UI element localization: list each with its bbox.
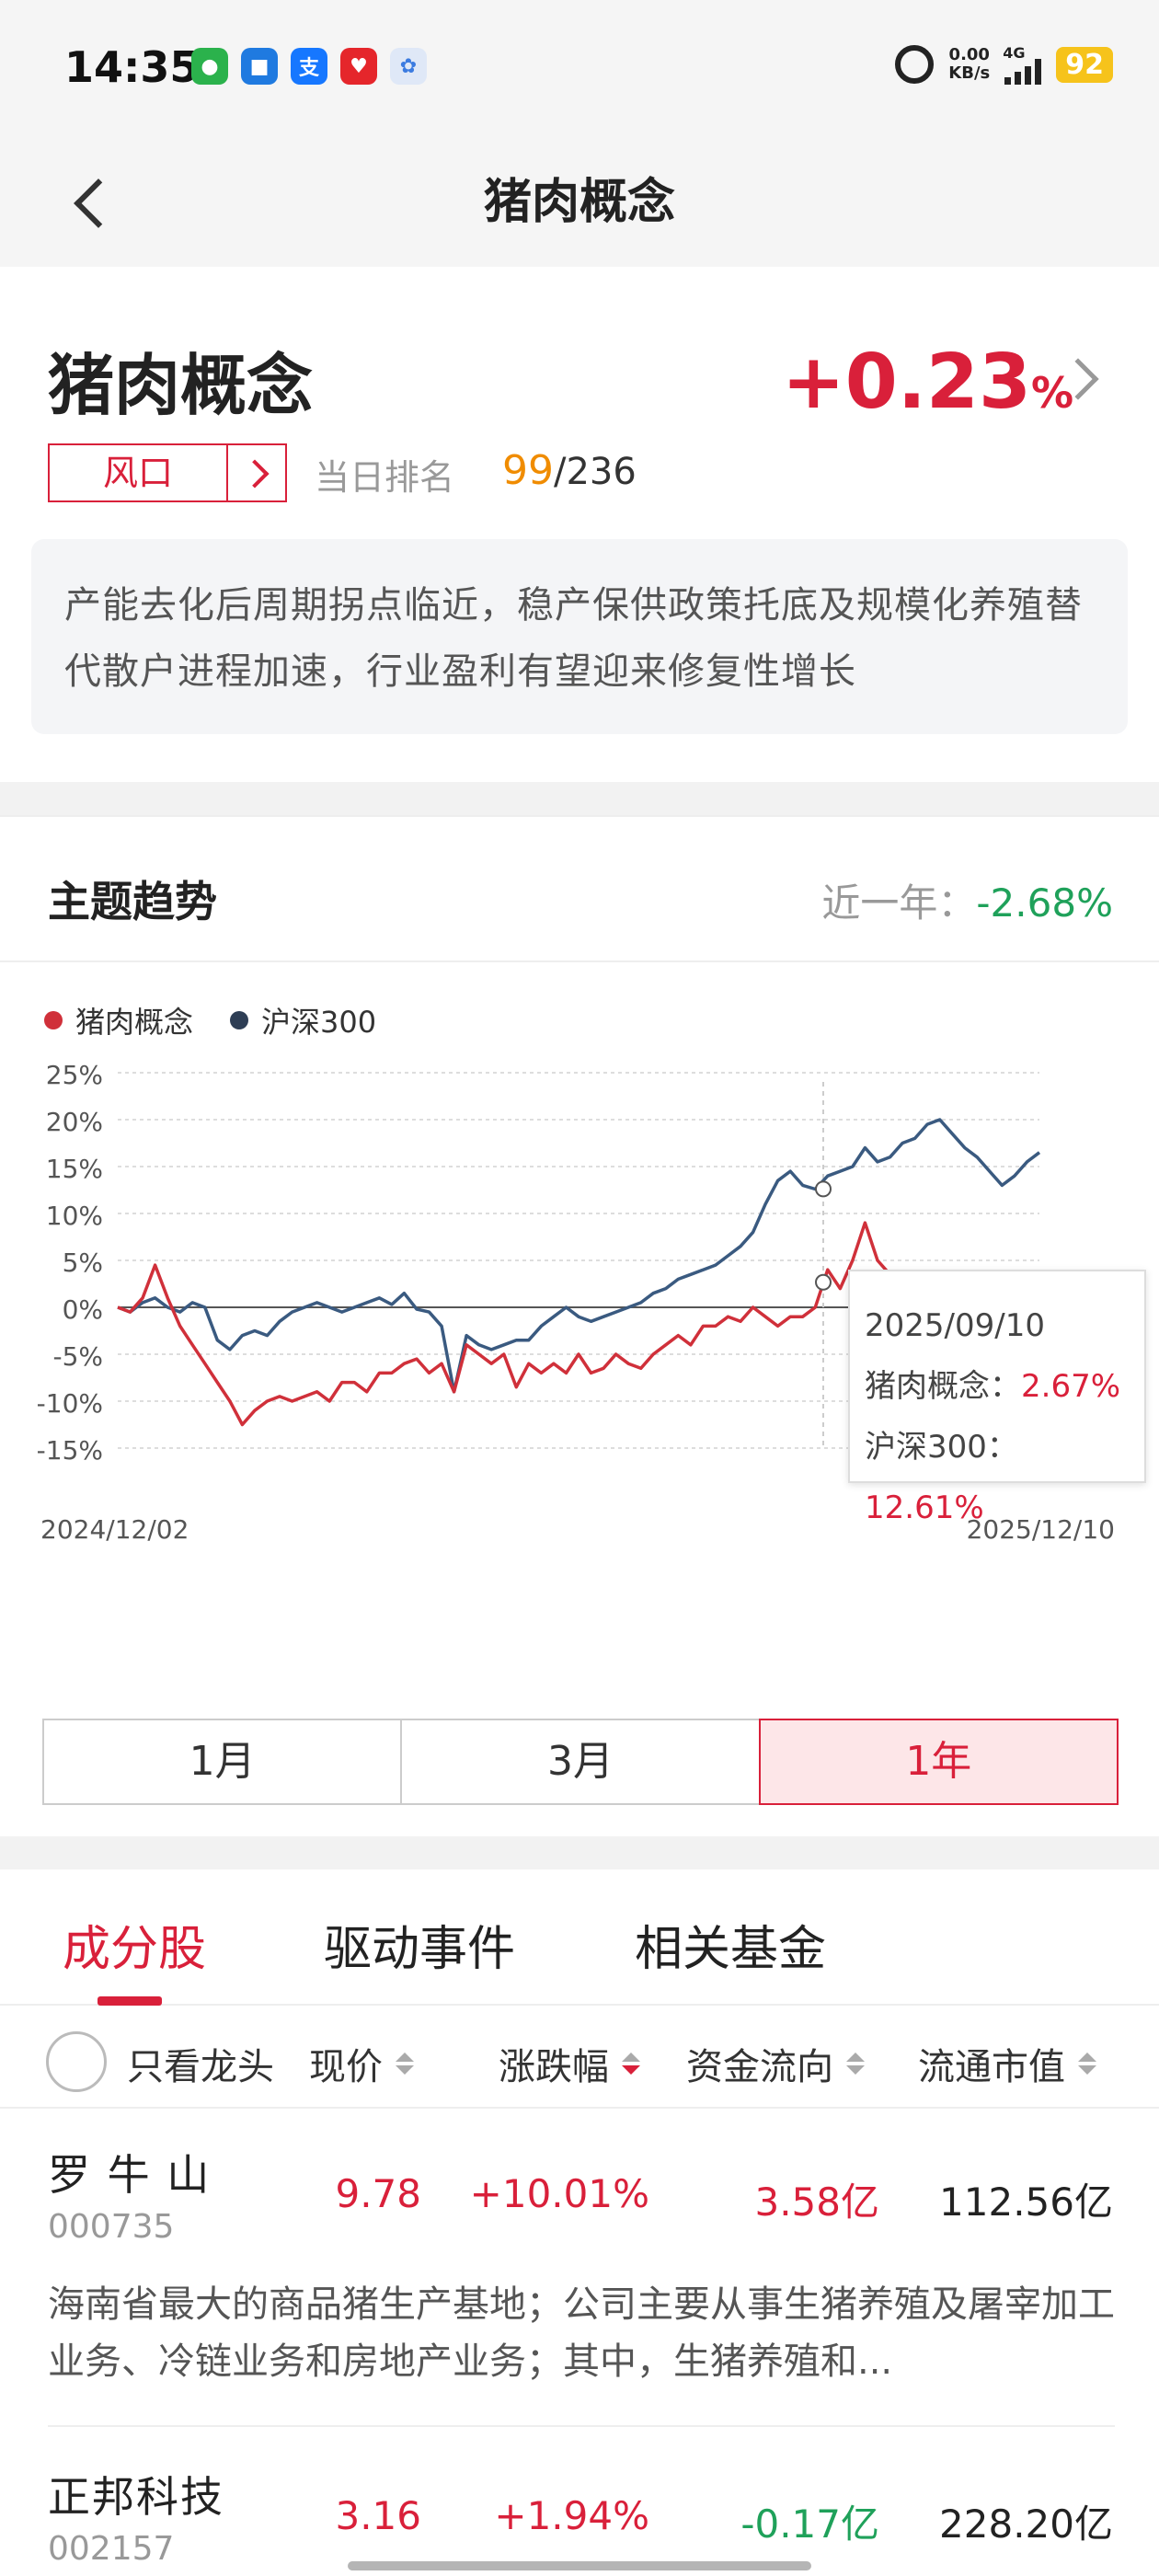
range-tab-3m[interactable]: 3月 — [402, 1720, 761, 1803]
legend-item: 猪肉概念 — [44, 999, 193, 1041]
sort-icon — [622, 2053, 640, 2075]
y-tick-label: -5% — [52, 1341, 103, 1372]
concept-header: 猪肉概念 +0.23% 风口 当日排名 99/236 产能去化后周期拐点临近，稳… — [0, 267, 1159, 782]
trend-header: 主题趋势 近一年：-2.68% — [0, 815, 1159, 962]
rank-value: 99/236 — [502, 447, 637, 494]
status-indicators: 0.00 KB/s 4G 92 — [895, 44, 1113, 85]
leader-only-label[interactable]: 只看龙头 — [127, 2046, 274, 2088]
nav-bar: 猪肉概念 — [0, 138, 1159, 267]
range-tab-1m[interactable]: 1月 — [44, 1720, 403, 1803]
message-icon: ■ — [241, 48, 278, 85]
y-tick-label: 15% — [46, 1154, 103, 1184]
signal-icon: 4G — [1003, 44, 1042, 85]
trend-year-change: 近一年：-2.68% — [821, 880, 1113, 926]
stock-change: +1.94% — [494, 2493, 649, 2538]
table-header: 只看龙头 现价 涨跌幅 资金流向 流通市值 — [0, 2006, 1159, 2109]
stock-description: 海南省最大的商品猪生产基地；公司主要从事生猪养殖及屠宰加工业务、冷链业务和房地产… — [48, 2283, 1115, 2383]
stock-code: 000735 — [48, 2208, 175, 2246]
status-bar: 14:35 ● ■ 支 ♥ ✿ 0.00 KB/s 4G 92 — [0, 0, 1159, 138]
range-tabs: 1月 3月 1年 — [42, 1719, 1119, 1805]
stock-cap: 228.20亿 — [939, 2501, 1113, 2547]
concept-change: +0.23% — [782, 339, 1074, 426]
stock-cap: 112.56亿 — [939, 2179, 1113, 2225]
tab-events[interactable]: 驱动事件 — [324, 1922, 516, 1977]
series-line — [117, 1118, 1041, 1394]
clock: 14:35 — [64, 42, 200, 92]
divider — [48, 2425, 1115, 2427]
section-tabs: 成分股 驱动事件 相关基金 — [0, 1869, 1159, 2006]
stock-name: 罗 牛 山 — [48, 2150, 212, 2200]
rank-label: 当日排名 — [315, 457, 455, 498]
tag-button[interactable]: 风口 — [48, 443, 287, 502]
sort-icon — [1078, 2053, 1096, 2075]
tab-constituents[interactable]: 成分股 — [63, 1922, 207, 1977]
camera-icon: ✿ — [390, 48, 427, 85]
chevron-right-icon — [228, 445, 285, 500]
stock-code: 002157 — [48, 2530, 175, 2568]
chart-tooltip: 2025/09/10 猪肉概念：2.67% 沪深300：12.61% — [848, 1270, 1146, 1526]
stock-name: 正邦科技 — [48, 2472, 224, 2522]
divider — [0, 1836, 1159, 1869]
marker-point — [815, 1273, 832, 1291]
concept-description: 产能去化后周期拐点临近，稳产保供政策托底及规模化养殖替代散户进程加速，行业盈利有… — [31, 539, 1128, 734]
chart-legend: 猪肉概念 沪深300 — [44, 999, 376, 1041]
sort-icon — [846, 2053, 865, 2075]
home-indicator[interactable] — [348, 2561, 811, 2570]
y-tick-label: -10% — [37, 1388, 103, 1419]
network-speed: 0.00 KB/s — [948, 45, 991, 83]
y-tick-label: 20% — [46, 1107, 103, 1137]
leader-only-checkbox[interactable] — [46, 2031, 107, 2092]
legend-item: 沪深300 — [230, 999, 376, 1041]
range-tab-1y[interactable]: 1年 — [758, 1719, 1119, 1805]
y-tick-label: 0% — [63, 1294, 103, 1325]
battery-icon: 92 — [1056, 46, 1113, 83]
stock-change: +10.01% — [469, 2171, 649, 2216]
y-tick-label: -15% — [37, 1435, 103, 1466]
y-tick-label: 10% — [46, 1201, 103, 1231]
column-change[interactable]: 涨跌幅 — [499, 2037, 640, 2090]
wechat-icon: ● — [191, 48, 228, 85]
x-tick-label: 2024/12/02 — [40, 1514, 189, 1545]
stock-flow: 3.58亿 — [754, 2179, 879, 2225]
trend-title: 主题趋势 — [48, 877, 217, 926]
y-tick-label: 25% — [46, 1060, 103, 1090]
active-tab-indicator — [98, 1996, 162, 2006]
divider — [0, 782, 1159, 815]
stock-price: 3.16 — [335, 2493, 421, 2538]
concept-name: 猪肉概念 — [48, 347, 314, 424]
sort-icon — [396, 2053, 414, 2075]
page-title: 猪肉概念 — [483, 175, 675, 230]
x-tick-label: 2025/12/10 — [967, 1514, 1115, 1545]
column-price[interactable]: 现价 — [309, 2037, 414, 2090]
tab-funds[interactable]: 相关基金 — [635, 1922, 827, 1977]
table-row[interactable]: 正邦科技 002157 3.16 +1.94% -0.17亿 228.20亿 — [0, 2427, 1159, 2576]
shopping-icon: ♥ — [340, 48, 377, 85]
alipay-icon: 支 — [291, 48, 327, 85]
marker-point — [815, 1180, 832, 1198]
notification-icons: ● ■ 支 ♥ ✿ — [191, 48, 427, 85]
stock-flow: -0.17亿 — [740, 2501, 879, 2547]
stock-price: 9.78 — [335, 2171, 421, 2216]
table-row[interactable]: 罗 牛 山 000735 9.78 +10.01% 3.58亿 112.56亿 … — [0, 2109, 1159, 2427]
y-tick-label: 5% — [63, 1248, 103, 1278]
alarm-icon — [895, 45, 935, 84]
tag-label: 风口 — [50, 445, 228, 500]
trend-section: 主题趋势 近一年：-2.68% 猪肉概念 沪深300 25% 20% 15% 10% 5… — [0, 815, 1159, 1869]
column-cap[interactable]: 流通市值 — [918, 2037, 1096, 2090]
column-flow[interactable]: 资金流向 — [686, 2037, 865, 2090]
